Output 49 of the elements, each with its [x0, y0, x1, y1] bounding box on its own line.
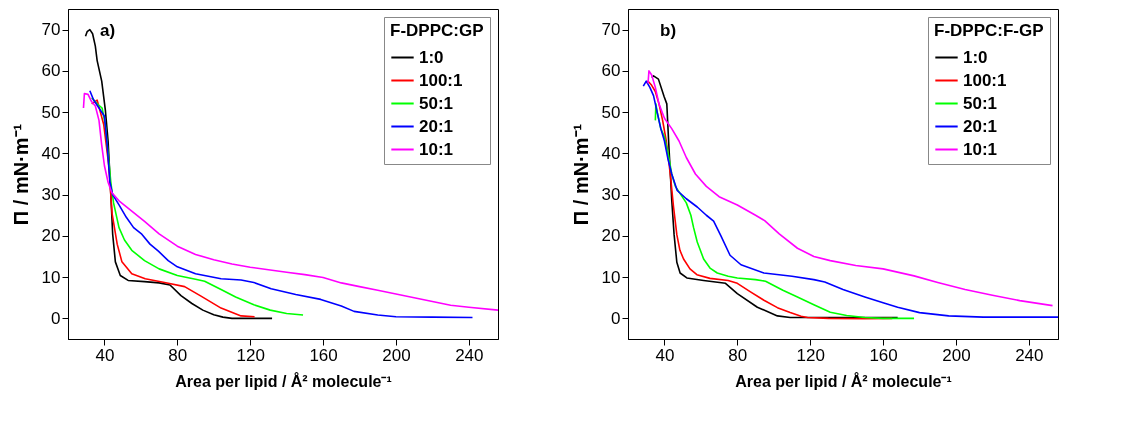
y-tick-label: 50: [601, 102, 621, 122]
y-axis-title: Π / mN·m⁻¹: [9, 123, 32, 226]
y-tick-label: 10: [41, 267, 61, 287]
legend-label: 50:1: [963, 93, 998, 113]
x-tick-label: 160: [309, 345, 338, 365]
line-series: [90, 96, 304, 316]
annotation: a): [100, 21, 116, 40]
y-tick-label: 0: [611, 308, 621, 328]
y-tick-label: 60: [41, 61, 61, 81]
x-tick-label: 80: [168, 345, 188, 365]
x-axis-title: Area per lipid / Å² molecule⁻¹: [175, 371, 392, 390]
legend-label: 1:0: [963, 47, 988, 67]
y-tick-label: 60: [601, 61, 621, 81]
y-tick-label: 30: [601, 185, 621, 205]
x-tick-label: 40: [95, 345, 115, 365]
x-axis-title: Area per lipid / Å² molecule⁻¹: [735, 371, 952, 390]
legend-label: 100:1: [963, 70, 1007, 90]
y-tick-label: 40: [601, 143, 621, 163]
legend-label: 100:1: [419, 70, 463, 90]
y-tick-label: 70: [41, 20, 61, 40]
line-series: [654, 103, 915, 320]
x-tick-label: 80: [728, 345, 748, 365]
y-tick-label: 20: [41, 226, 61, 246]
x-tick-label: 160: [869, 345, 898, 365]
legend-label: 50:1: [419, 93, 454, 113]
legend-label: 20:1: [963, 116, 998, 136]
x-tick-label: 200: [942, 345, 971, 365]
y-axis-title: Π / mN·m⁻¹: [569, 123, 592, 226]
y-tick-label: 0: [51, 308, 61, 328]
y-tick-label: 20: [601, 226, 621, 246]
y-tick-label: 50: [41, 102, 61, 122]
legend-title: F-DPPC:GP: [390, 21, 484, 40]
legend-label: 20:1: [419, 116, 454, 136]
x-tick-label: 120: [796, 345, 825, 365]
x-tick-label: 240: [455, 345, 484, 365]
x-tick-label: 120: [236, 345, 265, 365]
legend-label: 10:1: [963, 139, 998, 159]
annotation: b): [660, 21, 677, 40]
legend-label: 10:1: [419, 139, 454, 159]
x-tick-label: 40: [655, 345, 675, 365]
x-tick-label: 240: [1015, 345, 1044, 365]
y-tick-label: 40: [41, 143, 61, 163]
legend-label: 1:0: [419, 47, 444, 67]
legend-title: F-DPPC:F-GP: [934, 21, 1044, 40]
y-tick-label: 70: [601, 20, 621, 40]
line-series: [90, 99, 256, 318]
y-tick-label: 30: [41, 185, 61, 205]
y-tick-label: 10: [601, 267, 621, 287]
x-tick-label: 200: [382, 345, 411, 365]
